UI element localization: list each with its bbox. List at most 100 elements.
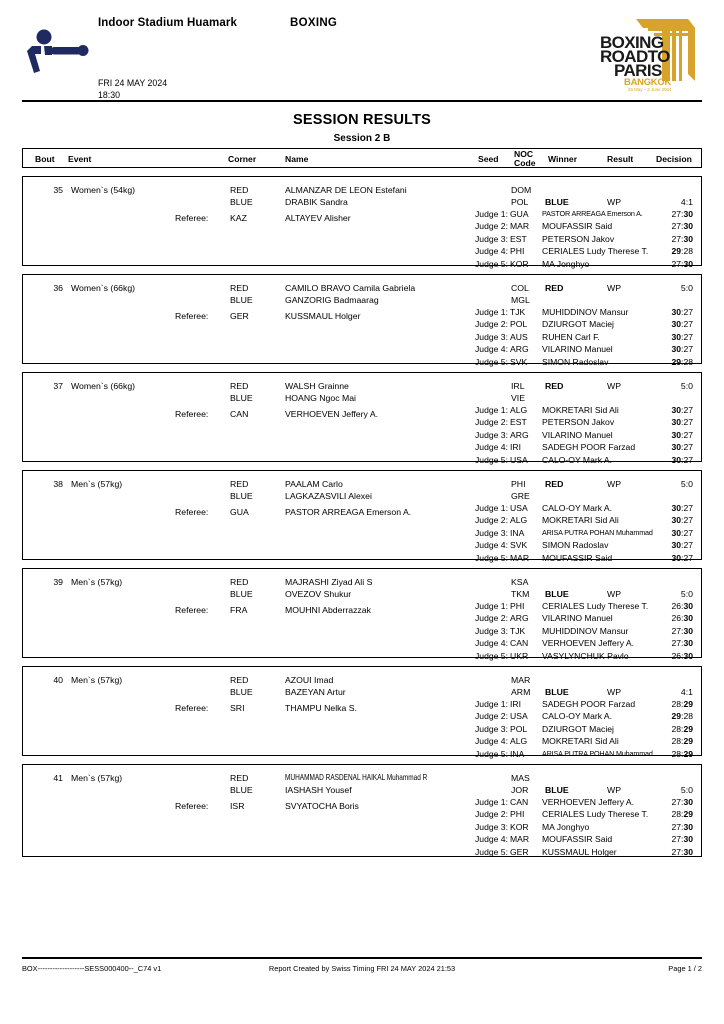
bout-decision: 4:1 (680, 687, 693, 697)
judge-row: Judge 3: AUS RUHEN Carl F. 30:27 (23, 332, 701, 344)
svg-text:BOXING: BOXING (600, 33, 664, 52)
svg-text:PARIS: PARIS (614, 61, 662, 80)
judge-noc: PHI (510, 246, 525, 257)
judge-noc: USA (510, 454, 528, 465)
bout-result: WP (607, 283, 621, 293)
judge-label: Judge 3: (475, 429, 508, 440)
footer-page-number: Page 1 / 2 (668, 964, 702, 973)
judge-score: 27:30 (671, 259, 693, 269)
judge-score-blue: 27 (683, 319, 693, 330)
judge-label: Judge 1: (475, 699, 508, 709)
judge-score-separator: : (681, 258, 684, 269)
judge-score-separator: : (681, 699, 684, 709)
judge-row: Judge 5: KOR MA Jonghyo 27:30 (23, 259, 701, 271)
judge-score: 27:30 (671, 797, 693, 807)
referee-label: Referee: (175, 213, 209, 223)
judge-label: Judge 1: (475, 209, 508, 219)
judge-score-separator: : (681, 601, 684, 611)
judge-score: 30:27 (671, 553, 693, 563)
judge-noc: GUA (510, 209, 529, 219)
judge-score-blue: 29 (683, 723, 693, 734)
judge-row: Judge 2: ALG MOKRETARI Sid Ali 30:27 (23, 515, 701, 527)
judge-name: PETERSON Jakov (542, 233, 615, 244)
judge-score-blue: 27 (683, 527, 693, 538)
judge-name: VERHOEVEN Jeffery A. (542, 638, 635, 649)
judge-noc: POL (510, 319, 528, 330)
judge-score-separator: : (681, 540, 684, 551)
judge-name: SADEGH POOR Farzad (542, 699, 636, 709)
judge-score-separator: : (681, 846, 684, 857)
judge-score-blue: 27 (683, 344, 693, 355)
boxer-noc-blue: GRE (511, 491, 530, 501)
judge-score-red: 30 (671, 344, 682, 355)
judge-label: Judge 2: (475, 809, 508, 820)
judge-row: Judge 5: SVK SIMON Radoslav 29:28 (23, 357, 701, 369)
boxer-name-red: MAJRASHI Ziyad Ali S (285, 577, 373, 587)
judge-score: 27:30 (671, 834, 693, 844)
referee-name: MOUHNI Abderrazzak (285, 605, 371, 615)
judge-noc: EST (510, 417, 527, 428)
judge-name: VILARINO Manuel (542, 429, 613, 440)
judge-score-red: 30 (671, 429, 682, 440)
judge-score-red: 30 (671, 454, 682, 465)
boxer-name-red: CAMILO BRAVO Camila Gabriela (285, 283, 416, 293)
judge-noc: ALG (510, 515, 528, 526)
bout-decision: 5:0 (680, 479, 693, 489)
judge-score-separator: : (681, 821, 684, 832)
boxer-name-red: PAALAM Carlo (285, 479, 343, 489)
judge-score: 30:27 (671, 344, 693, 354)
judge-score: 28:29 (671, 724, 693, 734)
winner-corner: RED (545, 283, 564, 293)
boxer-noc-blue: TKM (511, 589, 530, 599)
judge-row: Judge 1: IRI SADEGH POOR Farzad 28:29 (23, 699, 701, 711)
judge-score-red: 27 (671, 638, 682, 649)
judge-label: Judge 3: (475, 625, 508, 636)
judge-score-separator: : (681, 307, 684, 317)
boxer-name-blue: GANZORIG Badmaarag (285, 295, 379, 305)
referee-noc: ISR (230, 801, 245, 811)
boxer-name-blue: OVEZOV Shukur (285, 589, 352, 599)
bout-event: Men`s (57kg) (71, 577, 123, 587)
judge-score-blue: 29 (683, 699, 693, 709)
boxer-name-blue: IASHASH Yousef (285, 785, 352, 795)
boxer-name-blue: BAZEYAN Artur (285, 687, 346, 697)
column-header-winner: Winner (548, 154, 578, 164)
judge-score-blue: 27 (683, 503, 693, 513)
judge-score-separator: : (681, 221, 684, 232)
svg-text:ROADTO: ROADTO (600, 47, 670, 66)
judge-score: 27:30 (671, 221, 693, 231)
judge-score-separator: : (681, 319, 684, 330)
judge-label: Judge 3: (475, 821, 508, 832)
boxer-noc-blue: MGL (511, 295, 530, 305)
judge-noc: MAR (510, 834, 530, 845)
judge-noc: ALG (510, 405, 528, 415)
bout-event: Women`s (66kg) (71, 381, 136, 391)
referee-name: THAMPU Nelka S. (285, 703, 357, 713)
judge-label: Judge 2: (475, 515, 508, 526)
judge-label: Judge 4: (475, 540, 508, 551)
judge-row: Judge 1: PHI CERIALES Ludy Therese T. 26:30 (23, 601, 701, 613)
judge-score-separator: : (681, 736, 684, 747)
judge-score-red: 30 (671, 417, 682, 428)
judge-row: Judge 2: POL DZIURGOT Maciej 30:27 (23, 319, 701, 331)
judge-label: Judge 4: (475, 442, 508, 453)
footer-credit: Report Created by Swiss Timing FRI 24 MA… (268, 964, 456, 973)
judge-row: Judge 3: KOR MA Jonghyo 27:30 (23, 822, 701, 834)
footer-divider (22, 957, 702, 959)
judge-score-separator: : (681, 638, 684, 649)
bout-event: Men`s (57kg) (71, 675, 123, 685)
judge-row: Judge 5: GER KUSSMAUL Holger 27:30 (23, 847, 701, 859)
judge-score-separator: : (681, 797, 684, 807)
judge-name: MA Jonghyo (542, 821, 590, 832)
judge-score-red: 30 (671, 552, 682, 563)
judge-name: CALO-OY Mark A. (542, 454, 613, 465)
judge-score-blue: 27 (683, 442, 693, 453)
judge-name: CALO-OY Mark A. (542, 711, 613, 722)
boxer-name-blue: HOANG Ngoc Mai (285, 393, 356, 403)
judge-name: ARISA PUTRA POHAN Muhammad (542, 748, 653, 758)
judge-score: 26:30 (671, 613, 693, 623)
corner-label-red: RED (230, 577, 249, 587)
judge-score: 28:29 (671, 736, 693, 746)
referee-noc: GUA (230, 507, 249, 517)
